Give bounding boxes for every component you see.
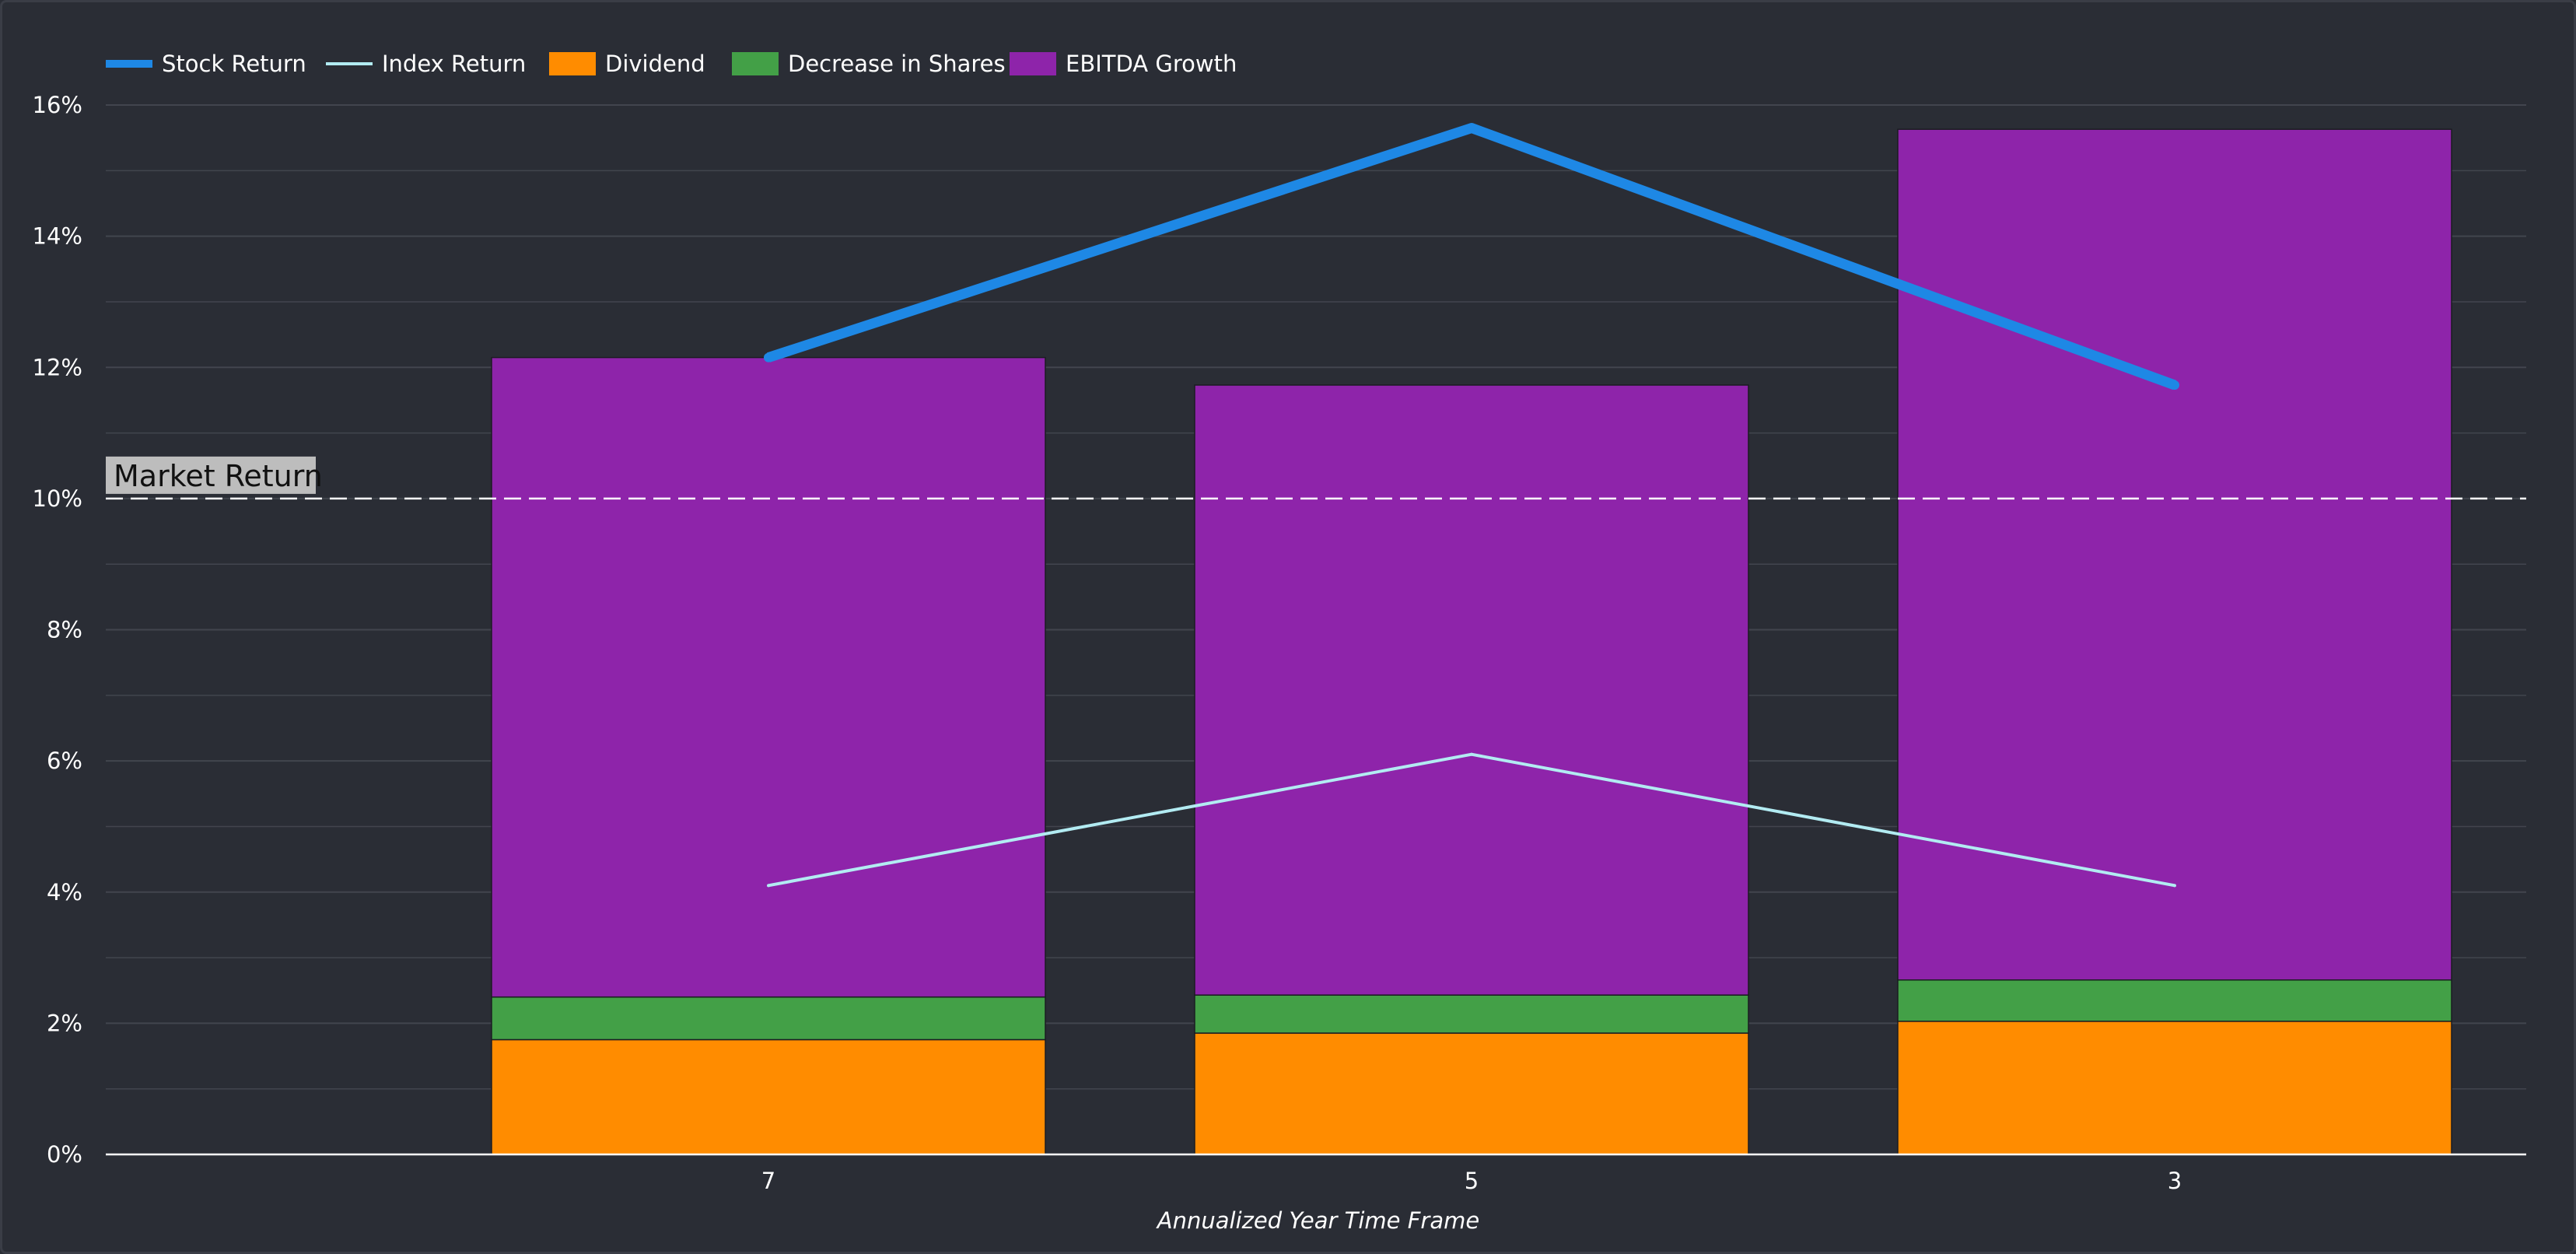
legend-label: Stock Return [162, 51, 306, 77]
y-tick-label: 4% [47, 879, 82, 905]
x-tick-label: 3 [2168, 1168, 2182, 1194]
x-axis-title: Annualized Year Time Frame [1156, 1207, 1479, 1234]
y-tick-label: 10% [33, 485, 82, 512]
bar-segment [491, 1039, 1046, 1155]
series-point [764, 352, 773, 363]
legend-label: Dividend [605, 51, 705, 77]
series-point [1470, 752, 1473, 756]
legend-swatch [549, 52, 596, 75]
bar-segment [1897, 128, 2452, 981]
legend-swatch [732, 52, 779, 75]
bar-segment [1194, 994, 1749, 1034]
bar-segment [1194, 1032, 1749, 1155]
annotation-box [106, 456, 316, 494]
legend-label: Index Return [382, 51, 526, 77]
legend-label: EBITDA Growth [1066, 51, 1237, 77]
bar-segment [491, 996, 1046, 1041]
x-tick-label: 7 [761, 1168, 775, 1194]
y-tick-label: 14% [33, 223, 82, 250]
bar-segment [1194, 384, 1749, 996]
series-point [2173, 884, 2176, 888]
y-tick-label: 2% [47, 1010, 82, 1036]
bar-segment [1897, 1021, 2452, 1155]
y-tick-label: 16% [33, 92, 82, 118]
x-tick-label: 5 [1465, 1168, 1479, 1194]
series-point [2170, 380, 2179, 391]
bar-segment [1897, 979, 2452, 1022]
y-tick-label: 6% [47, 748, 82, 774]
series-point [767, 884, 770, 888]
y-tick-label: 0% [47, 1141, 82, 1168]
y-tick-label: 12% [33, 354, 82, 380]
series-point [1467, 123, 1476, 133]
annotation-label: Market Return [114, 459, 323, 493]
y-tick-label: 8% [47, 617, 82, 643]
bar-segment [491, 356, 1046, 998]
legend-label: Decrease in Shares [788, 51, 1006, 77]
legend-swatch [1010, 52, 1056, 75]
